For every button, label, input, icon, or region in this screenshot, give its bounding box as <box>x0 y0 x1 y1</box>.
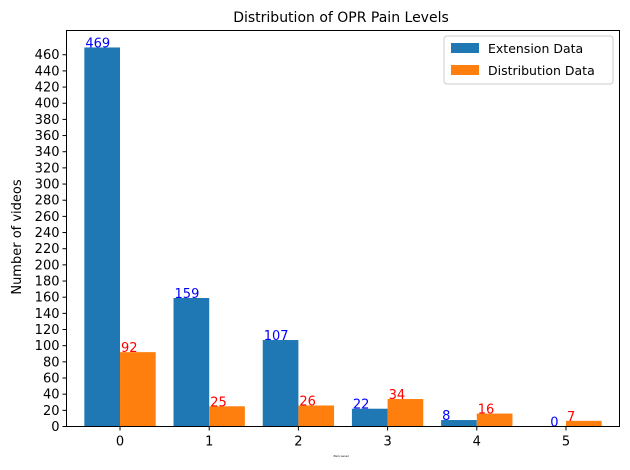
legend-label-distribution: Distribution Data <box>488 63 595 78</box>
bar-extension <box>262 340 299 427</box>
y-axis-label: Number of videos <box>10 179 25 295</box>
data-label-extension: 107 <box>264 329 289 344</box>
x-axis-label: Pain Level <box>333 454 348 458</box>
y-tick-label: 320 <box>35 161 60 176</box>
y-tick-label: 360 <box>35 129 60 144</box>
legend: Extension Data Distribution Data <box>443 35 614 85</box>
x-tick-label: 5 <box>562 435 570 450</box>
chart-title: Distribution of OPR Pain Levels <box>233 10 449 26</box>
legend-swatch-distribution <box>451 65 479 75</box>
bar-distribution <box>298 405 335 427</box>
y-tick-label: 140 <box>35 307 60 322</box>
data-label-distribution: 26 <box>299 394 316 409</box>
bar-distribution <box>476 413 513 427</box>
bars <box>84 47 602 427</box>
x-tick-label: 4 <box>473 435 481 450</box>
axes-frame <box>66 30 620 427</box>
y-tick-label: 340 <box>35 145 60 160</box>
y-tick-label: 440 <box>35 64 60 79</box>
data-label-extension: 8 <box>442 409 450 424</box>
data-label-distribution: 92 <box>121 341 138 356</box>
y-tick-label: 300 <box>35 178 60 193</box>
y-tick-label: 60 <box>43 372 60 387</box>
bar-distribution <box>387 399 424 427</box>
data-label-distribution: 25 <box>210 395 227 410</box>
data-labels: 469 159 107 22 8 0 92 25 26 34 16 7 <box>85 36 575 430</box>
bar-distribution <box>565 420 602 427</box>
data-label-distribution: 16 <box>478 403 495 418</box>
y-tick-label: 40 <box>43 388 60 403</box>
y-tick-label: 260 <box>35 210 60 225</box>
y-tick-label: 280 <box>35 194 60 209</box>
bar-distribution <box>209 406 245 427</box>
x-tick-label: 1 <box>205 435 213 450</box>
y-tick-label: 160 <box>35 291 60 306</box>
y-tick-label: 220 <box>35 242 60 257</box>
y-tick-label: 180 <box>35 275 60 290</box>
bar-extension <box>173 298 210 427</box>
data-label-extension: 159 <box>175 287 200 302</box>
y-tick-label: 420 <box>35 81 60 96</box>
bar-distribution <box>120 352 156 427</box>
bar-extension <box>351 408 388 427</box>
data-label-distribution: 34 <box>389 388 406 403</box>
legend-box <box>443 35 614 85</box>
bar-extension <box>441 420 477 427</box>
y-tick-label: 200 <box>35 258 60 273</box>
y-tick-label: 380 <box>35 113 60 128</box>
bar-extension <box>84 47 121 427</box>
legend-swatch-extension <box>451 43 479 53</box>
y-tick-label: 0 <box>51 420 59 435</box>
legend-label-extension: Extension Data <box>488 41 583 56</box>
x-tick-label: 3 <box>383 435 391 450</box>
y-tick-label: 240 <box>35 226 60 241</box>
data-label-extension: 22 <box>353 398 370 413</box>
y-tick-label: 460 <box>35 48 60 63</box>
y-tick-label: 400 <box>35 97 60 112</box>
y-tick-label: 80 <box>43 355 60 370</box>
y-tick-label: 20 <box>43 404 60 419</box>
data-label-distribution: 7 <box>567 410 575 425</box>
y-tick-label: 120 <box>35 323 60 338</box>
data-label-extension: 469 <box>85 36 110 51</box>
y-tick-label: 100 <box>35 339 60 354</box>
x-tick-label: 0 <box>116 435 124 450</box>
data-label-extension: 0 <box>550 416 558 431</box>
x-tick-label: 2 <box>294 435 302 450</box>
axis-ticks: 0204060801001201401601802002202402602803… <box>35 48 570 449</box>
